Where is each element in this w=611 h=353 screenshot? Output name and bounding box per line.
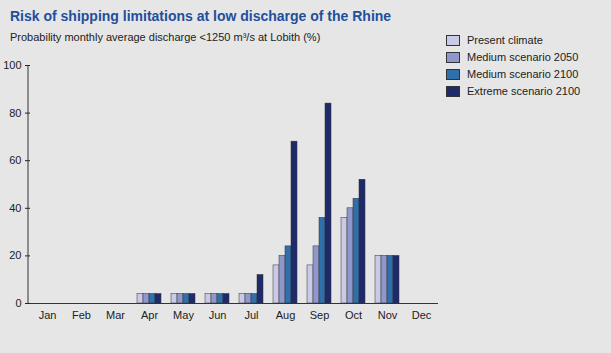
svg-text:20: 20	[9, 249, 21, 261]
html-text:Medium scenario 2050: Medium scenario 2050	[467, 51, 579, 63]
svg-text:Apr: Apr	[141, 309, 158, 321]
svg-text:May: May	[173, 309, 194, 321]
svg-text:40: 40	[9, 202, 21, 214]
svg-text:80: 80	[9, 107, 21, 119]
svg-text:Jan: Jan	[39, 309, 57, 321]
svg-text:Aug: Aug	[276, 309, 296, 321]
html-text:Present climate: Present climate	[467, 34, 543, 46]
html-text:Extreme scenario 2100: Extreme scenario 2100	[467, 85, 581, 97]
html-text:Medium scenario 2100: Medium scenario 2100	[467, 68, 579, 80]
svg-text:Feb: Feb	[72, 309, 91, 321]
svg-text:Oct: Oct	[345, 309, 362, 321]
svg-text:0: 0	[15, 297, 21, 309]
html-text:Probability monthly average di: Probability monthly average discharge <1…	[10, 31, 321, 43]
svg-text:Nov: Nov	[378, 309, 398, 321]
svg-text:Mar: Mar	[106, 309, 125, 321]
svg-text:Sep: Sep	[310, 309, 330, 321]
svg-text:Jul: Jul	[244, 309, 258, 321]
svg-text:100: 100	[3, 59, 21, 71]
html-text:Risk of shipping limitations a: Risk of shipping limitations at low disc…	[10, 8, 392, 24]
svg-text:60: 60	[9, 154, 21, 166]
svg-text:Jun: Jun	[209, 309, 227, 321]
svg-text:Dec: Dec	[412, 309, 432, 321]
